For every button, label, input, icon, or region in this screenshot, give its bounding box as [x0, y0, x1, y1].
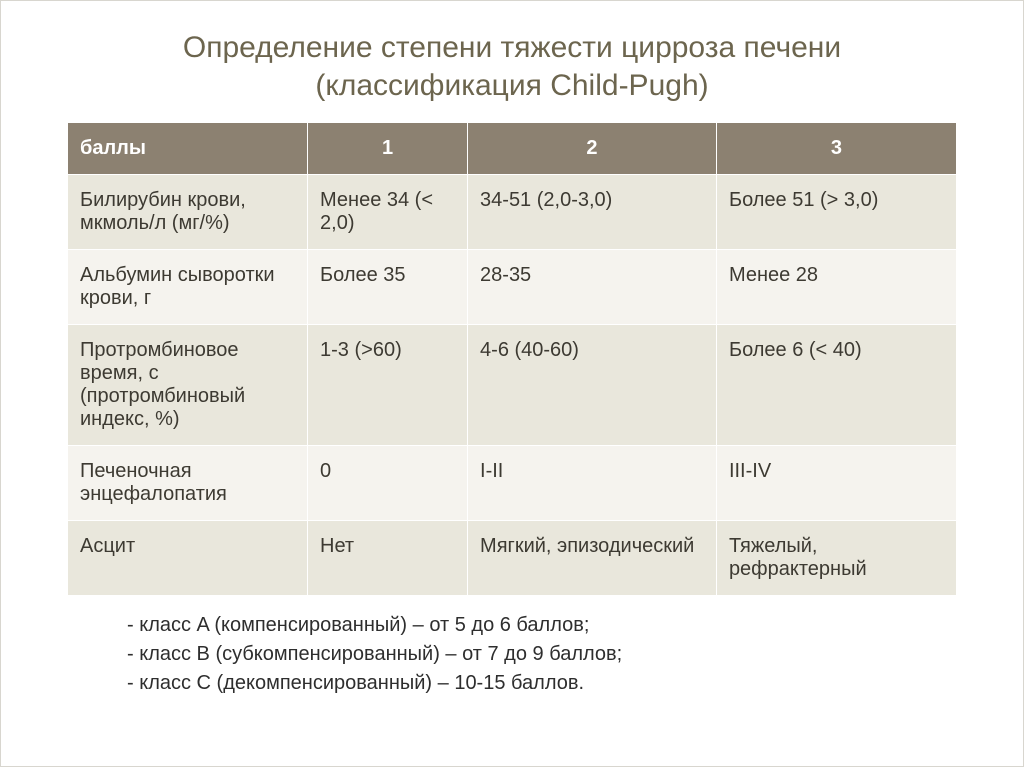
table-header-row: баллы 1 2 3	[68, 123, 957, 175]
legend-line: - класс C (декомпенсированный) – 10-15 б…	[127, 670, 957, 697]
score-legend: - класс A (компенсированный) – от 5 до 6…	[67, 612, 957, 697]
col-header: баллы	[68, 123, 308, 175]
cell: 4-6 (40-60)	[468, 325, 717, 446]
col-header: 2	[468, 123, 717, 175]
cell: Асцит	[68, 521, 308, 596]
cell: I-II	[468, 446, 717, 521]
title-line-1: Определение степени тяжести цирроза пече…	[183, 31, 841, 64]
cell: Протромбиновое время, с (протромбиновый …	[68, 325, 308, 446]
cell: Альбумин сыворотки крови, г	[68, 250, 308, 325]
table-row: Билирубин крови, мкмоль/л (мг/%) Менее 3…	[68, 175, 957, 250]
cell: Более 35	[308, 250, 468, 325]
child-pugh-table: баллы 1 2 3 Билирубин крови, мкмоль/л (м…	[67, 122, 957, 596]
cell: 34-51 (2,0-3,0)	[468, 175, 717, 250]
cell: 1-3 (>60)	[308, 325, 468, 446]
cell: Более 51 (> 3,0)	[716, 175, 956, 250]
cell: 0	[308, 446, 468, 521]
legend-line: - класс A (компенсированный) – от 5 до 6…	[127, 612, 957, 639]
page-title: Определение степени тяжести цирроза пече…	[67, 29, 957, 104]
table-row: Протромбиновое время, с (протромбиновый …	[68, 325, 957, 446]
title-line-2: (классификация Child-Pugh)	[315, 69, 708, 102]
cell: Мягкий, эпизодический	[468, 521, 717, 596]
cell: Менее 34 (< 2,0)	[308, 175, 468, 250]
table-row: Печеночная энцефалопатия 0 I-II III-IV	[68, 446, 957, 521]
cell: 28-35	[468, 250, 717, 325]
cell: III-IV	[716, 446, 956, 521]
col-header: 3	[716, 123, 956, 175]
table-row: Асцит Нет Мягкий, эпизодический Тяжелый,…	[68, 521, 957, 596]
legend-line: - класс B (субкомпенсированный) – от 7 д…	[127, 641, 957, 668]
cell: Менее 28	[716, 250, 956, 325]
cell: Билирубин крови, мкмоль/л (мг/%)	[68, 175, 308, 250]
cell: Тяжелый, рефрактерный	[716, 521, 956, 596]
table-row: Альбумин сыворотки крови, г Более 35 28-…	[68, 250, 957, 325]
cell: Печеночная энцефалопатия	[68, 446, 308, 521]
col-header: 1	[308, 123, 468, 175]
cell: Нет	[308, 521, 468, 596]
cell: Более 6 (< 40)	[716, 325, 956, 446]
slide: Определение степени тяжести цирроза пече…	[0, 0, 1024, 767]
